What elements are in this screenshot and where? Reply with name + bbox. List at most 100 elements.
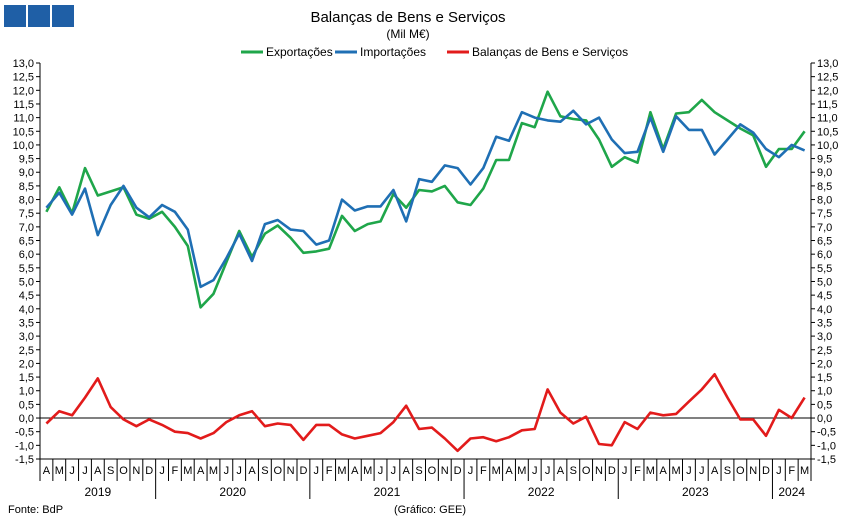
y-tick-label-right: 1,5 (817, 372, 832, 384)
y-tick-label-right: 8,5 (817, 181, 832, 193)
x-month-label: F (480, 465, 487, 477)
x-month-label: M (492, 465, 501, 477)
y-tick-label-right: 11,0 (817, 113, 838, 125)
x-month-label: O (119, 465, 128, 477)
y-tick-label-right: 4,0 (817, 304, 832, 316)
x-month-label: M (337, 465, 346, 477)
x-month-label: F (326, 465, 333, 477)
x-month-label: J (686, 465, 692, 477)
y-tick-label-left: 0,0 (19, 413, 34, 425)
y-tick-label-left: 10,5 (13, 126, 34, 138)
x-month-label: D (608, 465, 616, 477)
x-month-label: J (776, 465, 782, 477)
y-tick-label-right: 10,0 (817, 140, 838, 152)
x-year-label: 2019 (84, 485, 111, 499)
y-tick-label-right: 13,0 (817, 58, 838, 70)
x-month-label: A (43, 465, 51, 477)
y-tick-label-left: 4,5 (19, 290, 34, 302)
x-month-label: S (107, 465, 114, 477)
y-tick-label-left: 0,5 (19, 399, 34, 411)
series-line-exportacoes (45, 90, 806, 309)
y-tick-label-left: 3,0 (19, 331, 34, 343)
x-month-label: J (699, 465, 705, 477)
x-month-label: A (94, 465, 102, 477)
y-tick-label-left: 2,0 (19, 358, 34, 370)
y-tick-label-left: 5,0 (19, 276, 34, 288)
x-month-label: J (82, 465, 88, 477)
y-tick-label-left: -1,5 (15, 454, 34, 466)
x-month-label: J (159, 465, 165, 477)
x-month-label: J (545, 465, 551, 477)
series-group (45, 90, 806, 453)
y-tick-label-right: 1,0 (817, 386, 832, 398)
x-month-label: M (800, 465, 809, 477)
x-year-label: 2023 (682, 485, 709, 499)
x-month-label: S (415, 465, 422, 477)
x-month-label: F (634, 465, 641, 477)
source-note: Fonte: BdP (8, 504, 63, 516)
y-tick-label-right: 6,5 (817, 236, 832, 248)
x-month-label: J (468, 465, 474, 477)
logo-block (4, 5, 26, 27)
y-tick-label-left: 6,5 (19, 236, 34, 248)
y-tick-label-right: 5,5 (817, 263, 832, 275)
x-month-label: D (145, 465, 153, 477)
y-tick-label-left: 9,5 (19, 154, 34, 166)
x-month-label: D (299, 465, 307, 477)
x-month-label: J (622, 465, 628, 477)
y-tick-label-left: -1,0 (15, 440, 34, 452)
x-month-label: S (724, 465, 731, 477)
logo-block (52, 5, 74, 27)
x-month-label: N (441, 465, 449, 477)
x-year-label: 2020 (219, 485, 246, 499)
x-month-label: M (183, 465, 192, 477)
y-tick-label-right: 0,0 (817, 413, 832, 425)
x-month-label: N (749, 465, 757, 477)
y-tick-label-left: 1,0 (19, 386, 34, 398)
plot-area: -1,5 -1,5-1,0 -1,0-0,5 -0,50,0 0,00,5 0,51,0 1… (13, 58, 839, 466)
y-tick-label-right: 5,0 (817, 276, 832, 288)
x-month-label: S (570, 465, 577, 477)
x-month-label: A (711, 465, 719, 477)
y-tick-label-right: 3,0 (817, 331, 832, 343)
x-month-label: J (236, 465, 242, 477)
y-tick-label-right: 7,0 (817, 222, 832, 234)
y-tick-label-right: 10,5 (817, 126, 838, 138)
x-month-label: A (505, 465, 513, 477)
x-month-label: M (55, 465, 64, 477)
x-month-label: O (736, 465, 745, 477)
y-tick-label-right: 2,5 (817, 345, 832, 357)
x-month-label: A (197, 465, 205, 477)
x-month-label: D (454, 465, 462, 477)
legend: Exportações Importações Balanças de Bens e… (241, 45, 628, 59)
y-tick-label-right: 9,5 (817, 154, 832, 166)
y-tick-label-left: 12,5 (13, 72, 34, 84)
y-tick-label-right: 0,5 (817, 399, 832, 411)
y-tick-label-left: 8,0 (19, 195, 34, 207)
y-tick-label-left: -0,5 (15, 427, 34, 439)
x-month-label: S (261, 465, 268, 477)
x-month-label: N (595, 465, 603, 477)
legend-label: Importações (360, 45, 426, 59)
x-month-label: O (273, 465, 282, 477)
y-tick-label-left: 2,5 (19, 345, 34, 357)
y-tick-label-left: 7,5 (19, 208, 34, 220)
y-tick-label-right: 11,5 (817, 99, 838, 111)
y-tick-label-left: 7,0 (19, 222, 34, 234)
x-month-label: J (224, 465, 230, 477)
y-tick-label-right: 6,0 (817, 249, 832, 261)
y-tick-label-right: 2,0 (817, 358, 832, 370)
x-month-label: A (248, 465, 256, 477)
x-month-label: M (671, 465, 680, 477)
x-month-label: N (287, 465, 295, 477)
y-tick-label-left: 10,0 (13, 140, 34, 152)
y-tick-label-left: 11,0 (13, 113, 34, 125)
logo (4, 5, 74, 27)
y-tick-label-left: 4,0 (19, 304, 34, 316)
credit-note: (Gráfico: GEE) (394, 504, 466, 516)
y-tick-label-right: 3,5 (817, 317, 832, 329)
y-tick-label-left: 8,5 (19, 181, 34, 193)
x-month-label: F (172, 465, 179, 477)
x-month-label: A (403, 465, 411, 477)
